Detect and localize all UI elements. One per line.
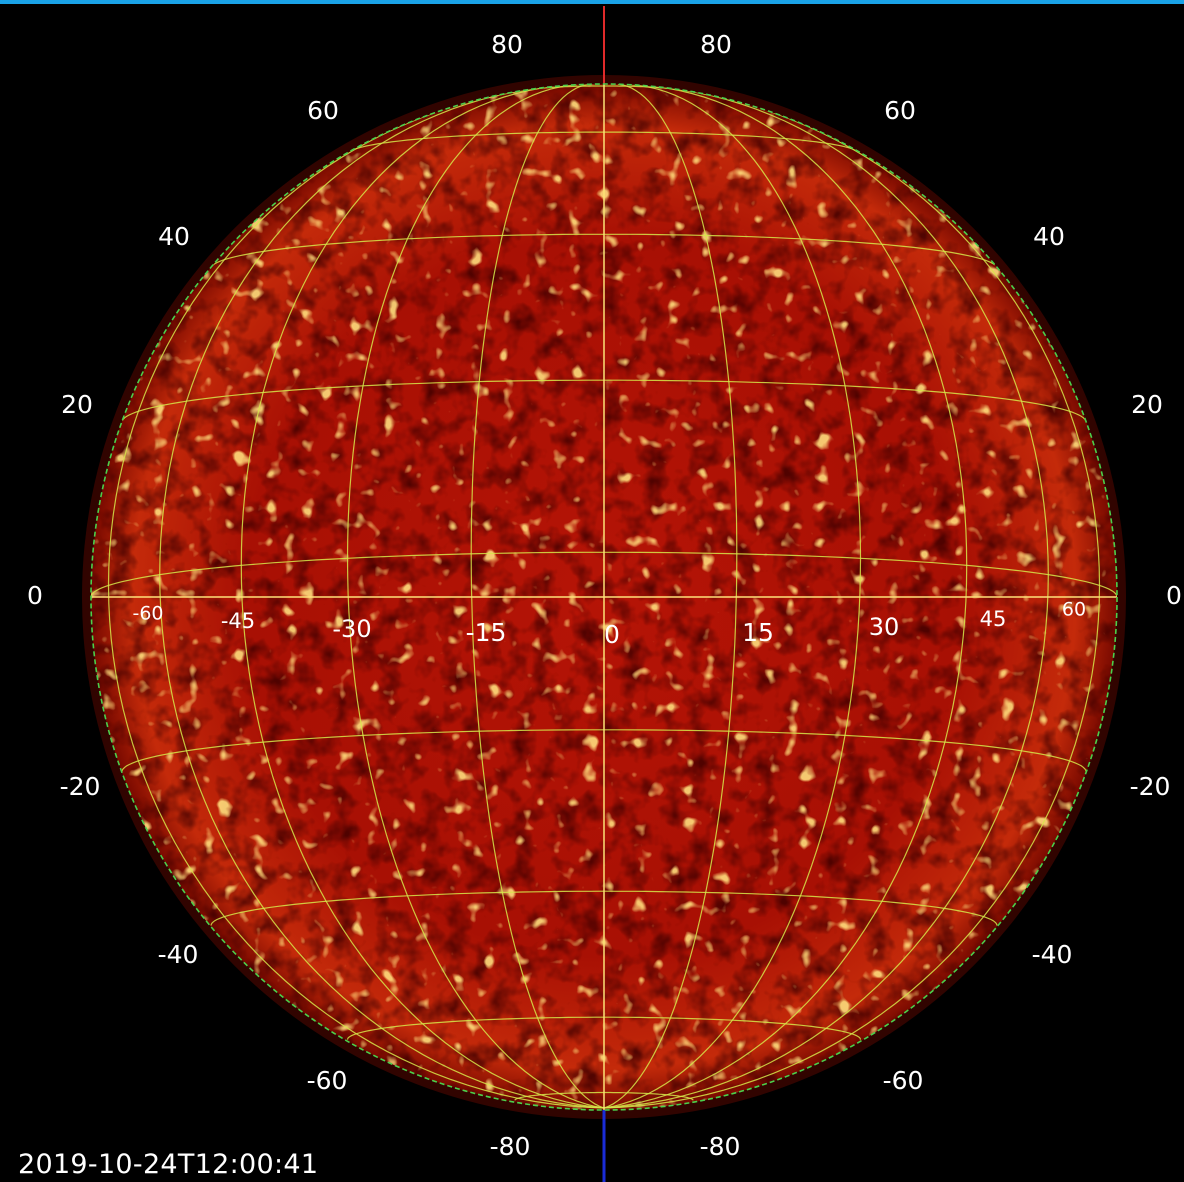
longitude-label: 15 xyxy=(742,618,774,647)
latitude-label-right: 60 xyxy=(884,96,916,125)
longitude-line xyxy=(603,84,738,1109)
top-accent-bar xyxy=(0,0,1184,4)
observation-timestamp: 2019-10-24T12:00:41 xyxy=(18,1149,319,1180)
longitude-label: -45 xyxy=(221,609,255,633)
longitude-labels: -60 -45 -30 -15 0 15 30 45 60 xyxy=(132,599,1086,650)
longitude-label: 60 xyxy=(1062,599,1086,621)
longitude-line xyxy=(346,84,605,1109)
latitude-label-right: -80 xyxy=(700,1132,741,1161)
latitude-label-right: 80 xyxy=(700,30,732,59)
latitude-label-left: -60 xyxy=(307,1066,348,1095)
latitude-label-left: 20 xyxy=(61,390,93,419)
longitude-line xyxy=(603,112,1101,1109)
latitude-label-right: -40 xyxy=(1032,940,1073,969)
longitude-line xyxy=(603,85,968,1109)
latitude-label-left: 0 xyxy=(27,581,43,610)
longitude-line xyxy=(603,84,862,1109)
latitude-label-right: -60 xyxy=(883,1066,924,1095)
longitude-label: 30 xyxy=(869,613,900,641)
longitude-line xyxy=(159,89,605,1109)
latitude-label-right: -20 xyxy=(1130,772,1171,801)
latitude-label-right: 40 xyxy=(1033,222,1065,251)
longitude-label: -60 xyxy=(132,603,163,625)
longitude-label: 0 xyxy=(604,620,620,649)
longitude-line xyxy=(107,112,605,1109)
longitude-line xyxy=(603,89,1049,1109)
latitude-label-left: 40 xyxy=(158,222,190,251)
heliographic-grid xyxy=(91,84,1117,1110)
latitude-label-right: 20 xyxy=(1131,390,1163,419)
latitude-label-left: -20 xyxy=(60,772,101,801)
longitude-label: -15 xyxy=(466,618,507,647)
latitude-label-left: 80 xyxy=(491,30,523,59)
longitude-line xyxy=(470,84,605,1109)
latitude-label-left: -40 xyxy=(158,940,199,969)
longitude-line xyxy=(240,85,605,1109)
longitude-label: -30 xyxy=(332,615,371,643)
latitude-label-left: 60 xyxy=(307,96,339,125)
latitude-label-left: -80 xyxy=(490,1132,531,1161)
longitude-label: 45 xyxy=(980,607,1007,631)
latitude-labels: 806040200-20-40-60-80806040200-20-40-60-… xyxy=(27,30,1182,1161)
limb-outline xyxy=(90,83,1118,1111)
latitude-label-right: 0 xyxy=(1166,581,1182,610)
